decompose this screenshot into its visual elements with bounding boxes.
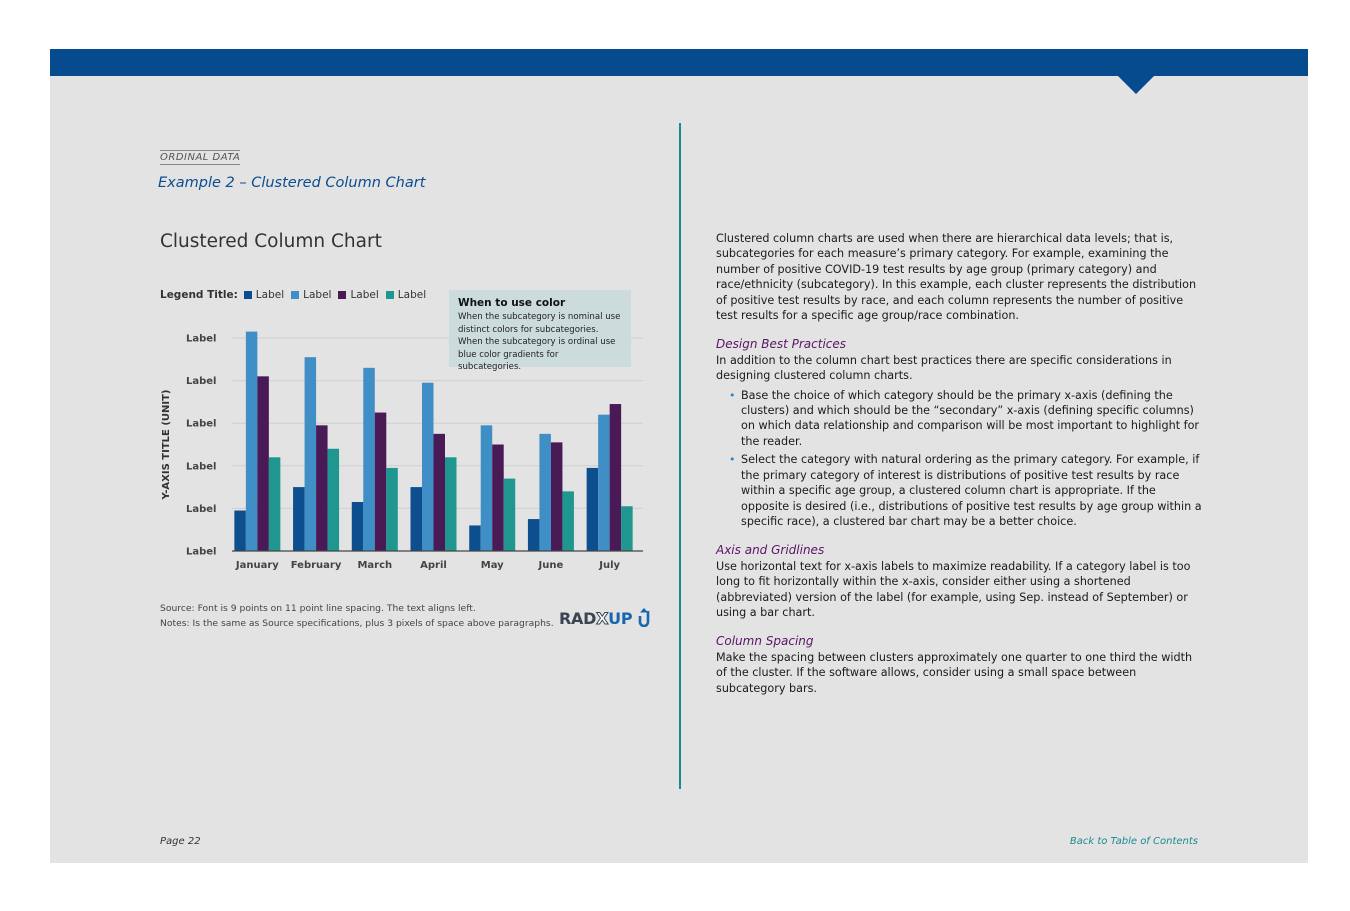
header-notch [1118,76,1154,94]
column-spacing-heading: Column Spacing [716,634,814,649]
chart-bar [562,491,574,551]
axis-gridlines-heading: Axis and Gridlines [716,543,825,558]
chart-bar [316,425,328,551]
chart-bar [492,444,504,551]
example-title: Example 2 – Clustered Column Chart [158,175,426,191]
radxup-logo: RADXUP [559,607,650,629]
design-best-practices-body: In addition to the column chart best pra… [716,353,1172,383]
page-number: Page 22 [160,836,201,847]
section-eyebrow: ORDINAL DATA [160,150,241,165]
y-tick-label: Label [186,376,217,387]
chart-bar [586,467,599,551]
legend-title: Legend Title: [160,289,238,301]
legend-swatch [291,291,300,299]
legend-item: Label [291,289,331,301]
y-tick-label: Label [186,504,217,515]
legend-label: Label [303,289,332,301]
legend-swatch [338,291,347,299]
legend-item: Label [243,289,285,301]
chart-bar [245,331,258,551]
chart-bar [539,433,551,551]
explanation-column: Clustered column charts are used when th… [716,231,1206,696]
y-tick-label: Label [186,461,217,472]
x-tick-label: April [420,560,447,571]
column-spacing-body: Make the spacing between clusters approx… [716,650,1193,695]
color-usage-callout: When to use color When the subcategory i… [449,290,631,372]
chart-bar [503,478,516,551]
page: ORDINAL DATA Example 2 – Clustered Colum… [50,49,1308,863]
intro-paragraph: Clustered column charts are used when th… [716,232,1197,323]
logo-text-x: X [596,609,609,629]
x-tick-label: January [235,560,279,571]
chart-bar [433,433,445,551]
chart-bar [469,525,481,551]
y-tick-label: Label [186,419,217,430]
legend-label: Label [350,289,379,301]
chart-bar [445,457,457,551]
y-tick-label: Label [186,334,217,345]
logo-text-rad: RAD [559,609,597,628]
x-tick-label: June [538,560,564,571]
source-line: Source: Font is 9 points on 11 point lin… [160,603,476,614]
chart-source-notes: Source: Font is 9 points on 11 point lin… [160,601,554,631]
chart-bar [363,367,375,551]
column-divider [679,123,681,789]
chart-legend: Legend Title: Label Label Label Label [160,289,433,301]
chart-bar [410,487,422,551]
legend-swatch [385,291,394,299]
legend-label: Label [255,289,285,301]
y-tick-label: Label [186,547,217,558]
chart-bar [327,448,340,551]
x-tick-label: July [598,560,620,571]
chart-bar [304,357,317,551]
best-practices-list: Base the choice of which category should… [716,388,1206,530]
design-best-practices-heading: Design Best Practices [716,337,847,352]
chart-bar [374,412,387,551]
y-axis-title: Y-AXIS TITLE (UNIT) [161,390,172,501]
chart-bar [351,502,364,551]
x-tick-label: May [481,560,504,571]
list-item: Select the category with natural orderin… [729,452,1206,529]
callout-body: When the subcategory is nominal use dist… [458,312,621,372]
chart-bar [268,457,281,551]
callout-heading: When to use color [458,297,566,309]
legend-label: Label [397,289,427,301]
chart-bar [550,442,563,551]
chart-bar [257,376,269,551]
chart-bar [527,519,540,551]
upload-arrow-icon [638,608,649,628]
legend-item: Label [338,289,379,301]
list-item: Base the choice of which category should… [729,388,1206,450]
axis-gridlines-body: Use horizontal text for x-axis labels to… [716,559,1191,619]
chart-bar [480,425,493,551]
chart-bar [609,404,622,551]
back-to-toc-link[interactable]: Back to Table of Contents [1069,836,1198,847]
chart-bar [386,467,398,551]
chart-bar [422,382,434,551]
logo-text-up: UP [608,609,633,628]
chart-title: Clustered Column Chart [160,231,382,252]
clustered-column-chart: Label Label Label Label Label Label Y-AXIS TIT… [161,331,643,571]
chart-bar [621,506,633,551]
header-bar [50,49,1308,76]
legend-swatch [243,291,252,299]
chart-bar [598,414,610,551]
chart-bar [234,510,246,551]
legend-item: Label [385,289,427,301]
notes-line: Notes: Is the same as Source specificati… [160,618,554,629]
x-tick-label: February [291,560,342,571]
x-tick-label: March [357,560,392,571]
chart-bar [293,487,305,551]
